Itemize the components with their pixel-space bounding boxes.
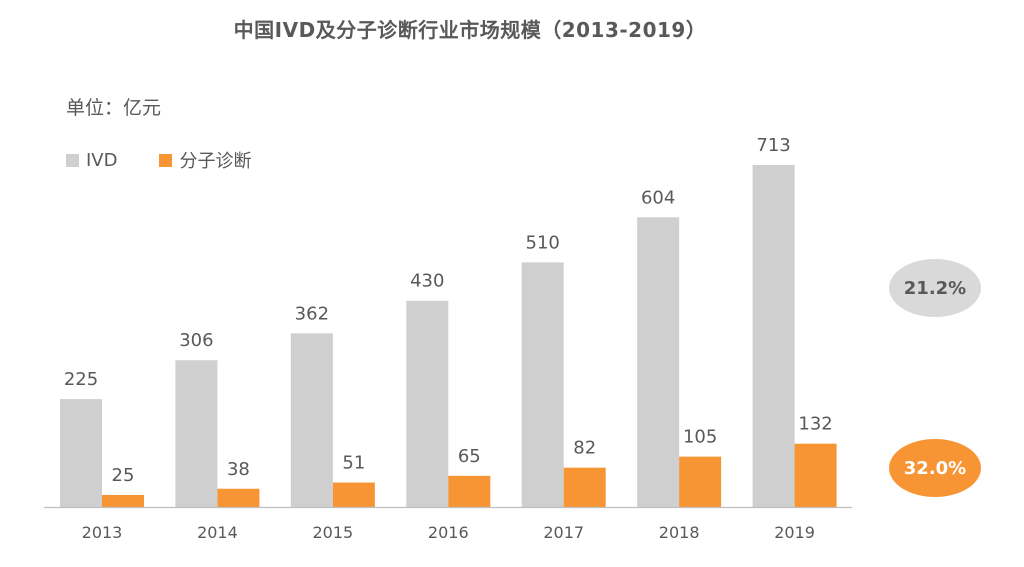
x-tick-label-2019: 2019 — [774, 523, 815, 542]
data-label-ivd-2016: 430 — [410, 271, 444, 292]
bar-molecular-2015 — [332, 482, 375, 507]
data-label-molecular-2019: 132 — [798, 414, 832, 435]
legend: IVD 分子诊断 — [66, 147, 293, 173]
bar-ivd-2013 — [60, 399, 102, 507]
bar-molecular-2014 — [217, 488, 260, 507]
data-label-ivd-2013: 225 — [64, 369, 98, 390]
bar-ivd-2019 — [752, 165, 795, 507]
data-label-ivd-2018: 604 — [641, 187, 675, 208]
data-label-molecular-2015: 51 — [342, 453, 365, 474]
data-label-molecular-2016: 65 — [458, 446, 481, 467]
cagr-badge-molecular: 32.0% — [889, 439, 981, 497]
legend-label-ivd: IVD — [86, 149, 118, 171]
x-tick-label-2017: 2017 — [543, 523, 584, 542]
legend-label-molecular: 分子诊断 — [179, 151, 252, 172]
x-tick-label-2014: 2014 — [197, 523, 238, 542]
data-label-molecular-2017: 82 — [573, 438, 596, 459]
bar-molecular-2018 — [679, 456, 722, 507]
data-label-molecular-2013: 25 — [112, 465, 135, 486]
x-tick-label-2016: 2016 — [428, 523, 469, 542]
x-tick-label-2018: 2018 — [659, 523, 700, 542]
data-label-ivd-2017: 510 — [526, 232, 560, 253]
bar-ivd-2016 — [406, 300, 449, 507]
legend-item-ivd: IVD — [66, 150, 117, 171]
bar-molecular-2013 — [102, 495, 144, 507]
bar-molecular-2019 — [794, 443, 837, 507]
data-label-ivd-2019: 713 — [756, 135, 790, 156]
bar-ivd-2017 — [521, 262, 564, 507]
cagr-badge-ivd: 21.2% — [889, 259, 981, 317]
x-tick-label-2015: 2015 — [312, 523, 353, 542]
chart-title: 中国IVD及分子诊断行业市场规模（2013-2019） — [233, 18, 707, 42]
bar-molecular-2017 — [563, 467, 606, 507]
data-label-molecular-2014: 38 — [227, 459, 250, 480]
data-label-ivd-2015: 362 — [295, 303, 329, 324]
x-tick-label-2013: 2013 — [82, 523, 123, 542]
legend-swatch-ivd — [66, 153, 79, 167]
bar-ivd-2018 — [637, 217, 680, 507]
bar-ivd-2014 — [175, 360, 218, 507]
data-label-ivd-2014: 306 — [179, 330, 213, 351]
data-label-molecular-2018: 105 — [683, 427, 717, 448]
legend-swatch-molecular — [159, 153, 173, 167]
bar-molecular-2016 — [448, 475, 491, 507]
legend-item-molecular: 分子诊断 — [159, 147, 251, 173]
unit-label: 单位：亿元 — [66, 97, 162, 119]
bar-ivd-2015 — [290, 333, 333, 507]
